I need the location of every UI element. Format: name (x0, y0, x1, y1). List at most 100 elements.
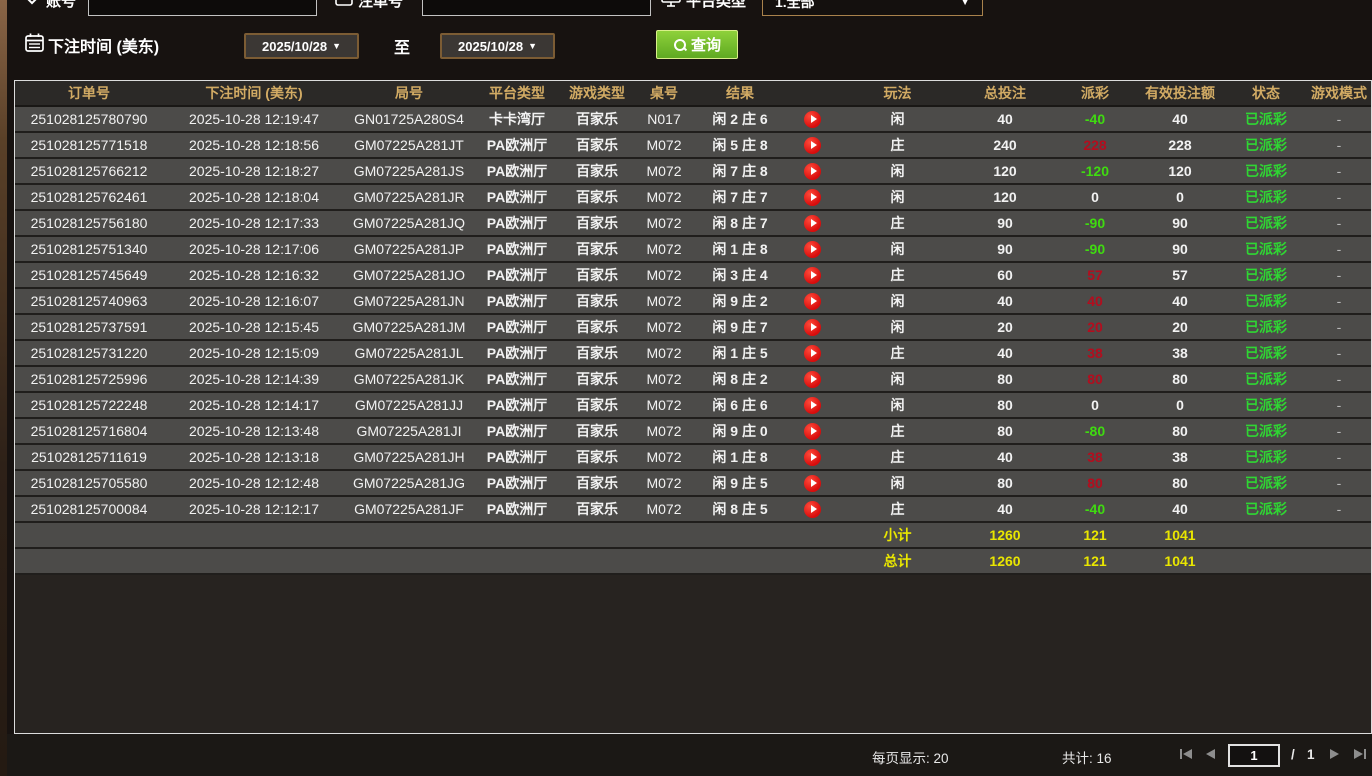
table-row: 251028125780790 2025-10-28 12:19:47 GN01… (15, 105, 1371, 133)
table-row: 251028125731220 2025-10-28 12:15:09 GM07… (15, 339, 1371, 367)
game-mode-cell: - (1307, 495, 1371, 523)
table-no-cell: M072 (633, 209, 695, 237)
round-no-cell: GM07225A281JH (345, 443, 473, 471)
play-icon[interactable] (804, 214, 821, 232)
page-total: 1 (1307, 747, 1315, 762)
play-icon[interactable] (804, 162, 821, 180)
game-type-cell: 百家乐 (561, 157, 633, 185)
payout-cell: -90 (1055, 235, 1135, 263)
first-page-button[interactable] (1180, 749, 1192, 759)
replay-cell (785, 365, 840, 393)
platform-type-label: 平台类型 (686, 0, 747, 10)
game-mode-cell: - (1307, 261, 1371, 289)
query-button[interactable]: 查询 (656, 30, 738, 59)
bet-type-cell: 闲 (840, 391, 955, 419)
play-icon[interactable] (804, 422, 821, 440)
play-icon[interactable] (804, 266, 821, 284)
play-icon[interactable] (804, 110, 821, 128)
filter-row-1: 账号 注单号 平台类型 1.全部 ▼ (0, 0, 1372, 18)
filter-bar: 账号 注单号 平台类型 1.全部 ▼ 下注时间 (美东) (0, 0, 1372, 80)
total-bet-cell: 90 (955, 209, 1055, 237)
table-row: 251028125722248 2025-10-28 12:14:17 GM07… (15, 391, 1371, 419)
platform-type-select[interactable]: 1.全部 ▼ (762, 0, 983, 16)
replay-cell (785, 183, 840, 211)
last-page-button[interactable] (1354, 749, 1366, 759)
play-icon[interactable] (804, 396, 821, 414)
status-cell: 已派彩 (1225, 365, 1307, 393)
calendar-icon (25, 33, 44, 52)
result-cell: 闲 7 庄 7 (695, 183, 785, 211)
order-no-cell: 251028125722248 (15, 391, 163, 419)
platform-cell: PA欧洲厅 (473, 443, 561, 471)
play-icon[interactable] (804, 500, 821, 518)
game-mode-cell: - (1307, 157, 1371, 185)
date-from-value: 2025/10/28 (262, 38, 328, 54)
round-no-cell: GM07225A281JJ (345, 391, 473, 419)
order-no-cell: 251028125766212 (15, 157, 163, 185)
col-platform: 平台类型 (473, 81, 561, 107)
table-row: 251028125705580 2025-10-28 12:12:48 GM07… (15, 469, 1371, 497)
game-mode-cell: - (1307, 287, 1371, 315)
valid-bet-cell: 228 (1135, 131, 1225, 159)
game-mode-cell: - (1307, 209, 1371, 237)
valid-bet-cell: 0 (1135, 183, 1225, 211)
payout-cell: 40 (1055, 287, 1135, 315)
play-icon[interactable] (804, 474, 821, 492)
play-icon[interactable] (804, 318, 821, 336)
result-cell: 闲 8 庄 5 (695, 495, 785, 523)
account-input[interactable] (88, 0, 317, 16)
order-no-input[interactable] (422, 0, 651, 16)
page-number-input[interactable] (1228, 744, 1280, 767)
game-type-cell: 百家乐 (561, 131, 633, 159)
payout-cell: 228 (1055, 131, 1135, 159)
order-no-icon (335, 0, 353, 6)
valid-bet-cell: 80 (1135, 365, 1225, 393)
prev-page-button[interactable] (1206, 749, 1215, 759)
table-header: 订单号 下注时间 (美东) 局号 平台类型 游戏类型 桌号 结果 玩法 总投注 … (15, 81, 1371, 107)
play-icon[interactable] (804, 136, 821, 154)
play-icon[interactable] (804, 240, 821, 258)
date-from-picker[interactable]: 2025/10/28 ▼ (244, 33, 359, 59)
last-page-icon (1354, 749, 1363, 759)
total-valid-bet: 1041 (1135, 547, 1225, 575)
play-icon[interactable] (804, 292, 821, 310)
bet-time-cell: 2025-10-28 12:12:17 (163, 495, 345, 523)
bet-type-cell: 庄 (840, 261, 955, 289)
game-type-cell: 百家乐 (561, 105, 633, 133)
payout-cell: 0 (1055, 183, 1135, 211)
status-cell: 已派彩 (1225, 105, 1307, 133)
play-icon[interactable] (804, 448, 821, 466)
game-mode-cell: - (1307, 235, 1371, 263)
bet-type-cell: 闲 (840, 183, 955, 211)
payout-cell: 0 (1055, 391, 1135, 419)
subtotal-payout: 121 (1055, 521, 1135, 549)
platform-type-icon (661, 0, 681, 7)
order-no-cell: 251028125762461 (15, 183, 163, 211)
next-page-button[interactable] (1330, 749, 1339, 759)
table-no-cell: M072 (633, 365, 695, 393)
next-page-icon (1330, 749, 1339, 759)
total-bet-cell: 90 (955, 235, 1055, 263)
status-cell: 已派彩 (1225, 209, 1307, 237)
total-label: 总计 (840, 547, 955, 575)
bet-time-cell: 2025-10-28 12:17:33 (163, 209, 345, 237)
replay-cell (785, 417, 840, 445)
bet-type-cell: 庄 (840, 443, 955, 471)
game-type-cell: 百家乐 (561, 339, 633, 367)
platform-cell: PA欧洲厅 (473, 261, 561, 289)
play-icon[interactable] (804, 370, 821, 388)
play-icon[interactable] (804, 344, 821, 362)
payout-cell: 38 (1055, 339, 1135, 367)
date-to-picker[interactable]: 2025/10/28 ▼ (440, 33, 555, 59)
order-no-label: 注单号 (358, 0, 404, 10)
total-bet-cell: 240 (955, 131, 1055, 159)
bet-time-cell: 2025-10-28 12:12:48 (163, 469, 345, 497)
game-type-cell: 百家乐 (561, 391, 633, 419)
platform-cell: PA欧洲厅 (473, 209, 561, 237)
table-row: 251028125751340 2025-10-28 12:17:06 GM07… (15, 235, 1371, 263)
play-icon[interactable] (804, 188, 821, 206)
round-no-cell: GM07225A281JN (345, 287, 473, 315)
platform-cell: PA欧洲厅 (473, 235, 561, 263)
bet-time-cell: 2025-10-28 12:16:07 (163, 287, 345, 315)
replay-cell (785, 313, 840, 341)
